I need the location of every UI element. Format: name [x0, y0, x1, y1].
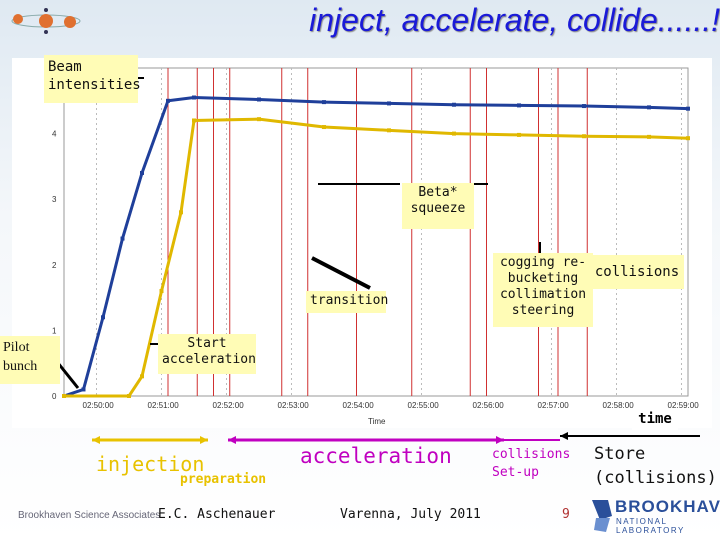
y-tick-label: 2 — [52, 261, 57, 270]
pilot-bunch-label: Pilot bunch — [0, 336, 60, 384]
series-point-1 — [322, 125, 326, 130]
x-tick-label: 02:53:00 — [278, 401, 310, 410]
beam-intensities-label: Beam intensities — [44, 55, 141, 103]
x-tick-label: 02:51:00 — [148, 401, 180, 410]
chart-grid — [63, 67, 689, 397]
series-point-1 — [127, 394, 131, 398]
x-tick-label: 02:59:00 — [668, 401, 700, 410]
time-label: time — [632, 408, 678, 430]
series-point-0 — [101, 315, 105, 320]
footer-venue: Varenna, July 2011 — [340, 507, 481, 522]
brookhaven-logo-icon — [592, 500, 612, 532]
x-tick-label: 02:52:00 — [213, 401, 245, 410]
lab-logo-wordmark: BROOKHAVEN — [615, 497, 720, 516]
series-point-1 — [192, 118, 196, 123]
series-point-0 — [140, 170, 144, 175]
series-point-0 — [257, 97, 261, 102]
y-tick-label: 1 — [52, 326, 57, 335]
phase-acceleration: acceleration — [300, 444, 452, 468]
page-number: 9 — [562, 507, 570, 522]
chart-background — [12, 58, 712, 428]
series-point-0 — [192, 95, 196, 100]
y-tick-label: 3 — [52, 195, 57, 204]
x-tick-label: 02:54:00 — [343, 401, 375, 410]
series-point-1 — [159, 289, 164, 294]
footer-author: E.C. Aschenauer — [158, 507, 276, 522]
footer-organization: Brookhaven Science Associates — [18, 510, 161, 521]
series-point-1 — [179, 210, 183, 215]
series-point-1 — [582, 134, 586, 139]
series-point-0 — [517, 103, 521, 108]
chart-x-ticks: 02:50:00 02:51:00 02:52:00 02:53:00 02:54:00… — [83, 401, 700, 410]
atom-logo-icon — [11, 8, 81, 34]
chart-series — [62, 95, 690, 398]
x-axis-label: Time — [368, 417, 386, 426]
series-point-0 — [387, 101, 391, 106]
slide-title: inject, accelerate, collide......! — [309, 2, 720, 38]
collisions-label: collisions — [590, 255, 684, 289]
series-point-0 — [647, 105, 651, 110]
series-point-1 — [62, 394, 66, 398]
series-point-1 — [452, 131, 456, 136]
series-point-1 — [257, 117, 261, 122]
series-point-0 — [686, 106, 690, 111]
y-tick-label: 0 — [52, 392, 57, 401]
plot-area — [63, 67, 689, 397]
x-tick-label: 02:58:00 — [603, 401, 635, 410]
beta-squeeze-label: Beta* squeeze — [402, 183, 474, 229]
series-line-1 — [64, 117, 689, 398]
series-point-0 — [322, 100, 326, 105]
cogging-label: cogging re-bucketing collimation steerin… — [493, 253, 593, 327]
phase-preparation: preparation — [180, 472, 267, 487]
start-acceleration-label: Start acceleration — [158, 334, 256, 374]
chart-y-ticks: 0 1 2 3 4 — [52, 130, 57, 401]
lab-logo-subtitle: NATIONAL LABORATORY — [616, 517, 685, 535]
series-point-1 — [387, 128, 391, 133]
transition-label: transition — [306, 291, 388, 313]
series-point-0 — [166, 98, 170, 103]
y-tick-label: 4 — [52, 130, 57, 139]
series-point-0 — [120, 236, 125, 241]
series-point-0 — [452, 102, 456, 107]
series-point-1 — [140, 374, 144, 379]
x-tick-label: 02:55:00 — [408, 401, 440, 410]
series-point-1 — [686, 136, 690, 141]
phase-injection: injection — [96, 452, 205, 476]
series-point-1 — [517, 132, 521, 137]
series-point-1 — [647, 134, 651, 139]
x-tick-label: 02:50:00 — [83, 401, 115, 410]
beam-intensity-chart: 02:50:00 02:51:00 02:52:00 02:53:00 02:54:00… — [12, 58, 712, 428]
series-point-0 — [582, 104, 586, 109]
x-tick-label: 02:57:00 — [538, 401, 570, 410]
phase-collisions-setup: collisions Set-up — [492, 447, 571, 480]
series-point-0 — [81, 387, 86, 392]
phase-store: Store (collisions) — [594, 444, 717, 488]
x-tick-label: 02:56:00 — [473, 401, 505, 410]
